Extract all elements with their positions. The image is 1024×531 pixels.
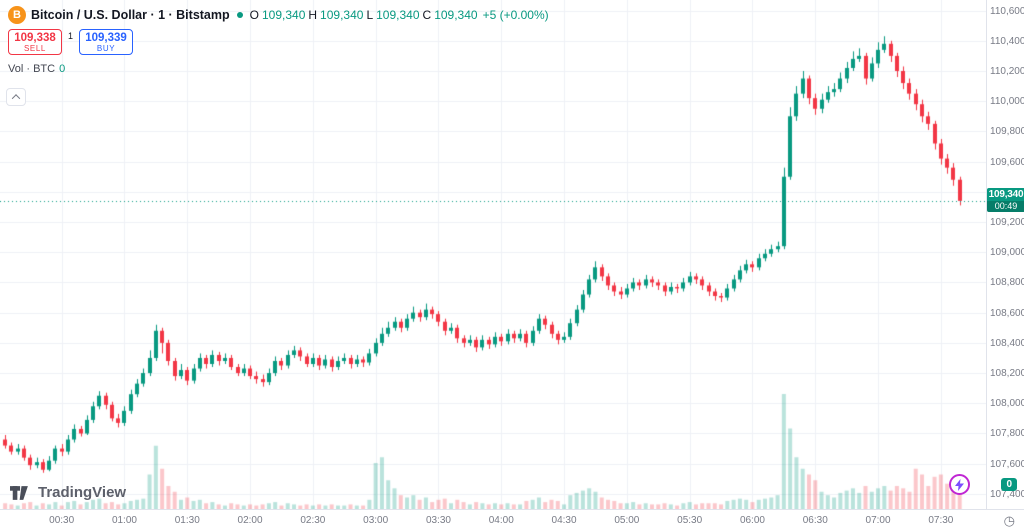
volume-indicator-row[interactable]: Vol · BTC 0 (8, 63, 549, 75)
price-tick: 110,200 (990, 65, 1024, 77)
time-tick: 03:00 (363, 515, 389, 526)
time-tick: 07:30 (928, 515, 954, 526)
buy-price: 109,339 (85, 32, 127, 44)
pane-collapse-button[interactable] (6, 88, 26, 106)
tradingview-mark-icon (10, 485, 28, 500)
bar-countdown: 00:49 (987, 200, 1024, 212)
time-tick: 03:30 (425, 515, 451, 526)
clock-icon[interactable]: ◷ (1003, 513, 1015, 528)
change-value: +5 (+0.00%) (482, 8, 549, 22)
time-tick: 01:30 (174, 515, 200, 526)
price-tick: 108,000 (990, 398, 1024, 410)
last-price-value: 109,340 (988, 188, 1024, 200)
time-tick: 06:00 (739, 515, 765, 526)
time-tick: 02:30 (300, 515, 326, 526)
chart-legend: B Bitcoin / U.S. Dollar · 1 · Bitstamp O… (8, 6, 549, 75)
price-tick: 108,800 (990, 277, 1024, 289)
low-value: 109,340 (376, 8, 420, 22)
price-tick: 110,000 (990, 96, 1024, 108)
price-tick: 107,600 (990, 458, 1024, 470)
close-label: C (422, 8, 432, 22)
time-tick: 01:00 (111, 515, 137, 526)
sell-label: SELL (24, 44, 46, 53)
price-tick: 109,600 (990, 156, 1024, 168)
time-axis[interactable]: ◷ 00:30 01:00 01:30 02:00 02:30 03:00 03:30 04:… (0, 509, 1024, 531)
price-tick: 107,400 (990, 488, 1024, 500)
sell-button[interactable]: 109,338 SELL (8, 29, 62, 55)
brand-name: TradingView (38, 484, 127, 501)
market-status-dot-icon (236, 12, 243, 18)
low-label: L (366, 8, 374, 22)
ohlc-values: O 109,340 H 109,340 L 109,340 C 109,340 … (250, 8, 549, 22)
lightning-badge-button[interactable] (949, 474, 970, 495)
price-axis[interactable]: 109,340 00:49 110,600 110,400 110,200 110,0… (986, 0, 1024, 509)
price-tick: 108,600 (990, 307, 1024, 319)
buy-label: BUY (96, 44, 116, 53)
price-tick: 108,200 (990, 368, 1024, 380)
spread-value: 1 (68, 31, 74, 41)
price-tick: 108,400 (990, 337, 1024, 349)
chevron-up-icon (11, 94, 21, 103)
time-tick: 04:30 (551, 515, 577, 526)
price-tick: 109,800 (990, 126, 1024, 138)
price-tick: 107,800 (990, 428, 1024, 440)
buy-button[interactable]: 109,339 BUY (79, 29, 134, 55)
high-label: H (308, 8, 318, 22)
time-tick: 04:00 (488, 515, 514, 526)
time-tick: 00:30 (49, 515, 75, 526)
open-value: 109,340 (261, 8, 306, 22)
last-price-tag: 109,340 00:49 (987, 187, 1024, 212)
sell-price: 109,338 (14, 32, 56, 44)
price-tick: 109,200 (990, 217, 1024, 229)
time-tick: 05:00 (614, 515, 640, 526)
time-tick: 05:30 (677, 515, 703, 526)
close-value: 109,340 (434, 8, 478, 22)
symbol-title[interactable]: Bitcoin / U.S. Dollar · 1 · Bitstamp (31, 8, 230, 22)
high-value: 109,340 (320, 8, 364, 22)
tradingview-logo[interactable]: TradingView (10, 484, 126, 501)
notification-count-badge[interactable]: 0 (1001, 478, 1017, 491)
volume-label: Vol · BTC (8, 63, 56, 75)
price-tick: 109,000 (990, 247, 1024, 259)
open-label: O (249, 8, 259, 22)
price-tick: 110,600 (990, 5, 1024, 17)
price-chart-canvas[interactable] (0, 0, 986, 509)
time-tick: 07:00 (865, 515, 891, 526)
lightning-icon (955, 478, 964, 491)
volume-value: 0 (59, 63, 66, 75)
bitcoin-icon: B (8, 6, 26, 24)
time-tick: 02:00 (237, 515, 263, 526)
time-tick: 06:30 (802, 515, 828, 526)
price-tick: 110,400 (990, 35, 1024, 47)
